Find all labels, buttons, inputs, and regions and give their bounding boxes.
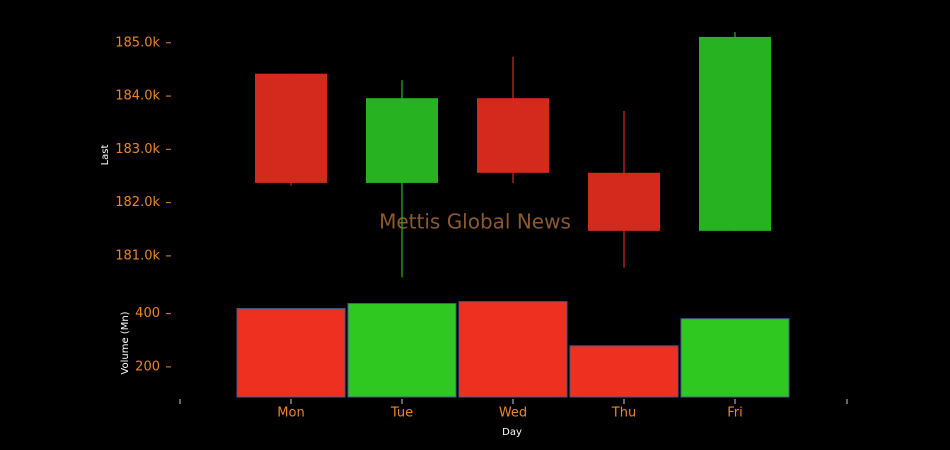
candle-body — [588, 172, 660, 231]
volume-axis-label: Volume (Mn) — [120, 311, 131, 374]
y-tick-label: 185.0k — [115, 35, 160, 50]
volume-tick-label: 400 — [135, 306, 160, 321]
y-tick-label: 182.0k — [115, 195, 160, 210]
x-tick-label: Wed — [499, 406, 527, 421]
y-tick-label: 183.0k — [115, 142, 160, 157]
y-tick-label: 184.0k — [115, 89, 160, 104]
candle-body — [699, 36, 771, 231]
volume-bar — [569, 345, 679, 398]
x-tick-label: Thu — [611, 406, 636, 421]
x-tick-label: Tue — [390, 406, 413, 421]
candle-body — [477, 98, 549, 173]
volume-bar — [458, 301, 568, 398]
x-tick-label: Mon — [277, 406, 304, 421]
candle-body — [255, 73, 327, 183]
volume-bar — [680, 318, 790, 398]
x-axis-label: Day — [502, 427, 522, 438]
volume-bar — [236, 308, 346, 398]
watermark: Mettis Global News — [379, 210, 571, 234]
y-tick-label: 181.0k — [115, 248, 160, 263]
volume-tick-label: 200 — [135, 359, 160, 374]
candle-body — [366, 98, 438, 183]
y-axis-label: Last — [100, 145, 111, 166]
volume-bar — [347, 303, 457, 398]
x-tick-label: Fri — [727, 406, 743, 421]
